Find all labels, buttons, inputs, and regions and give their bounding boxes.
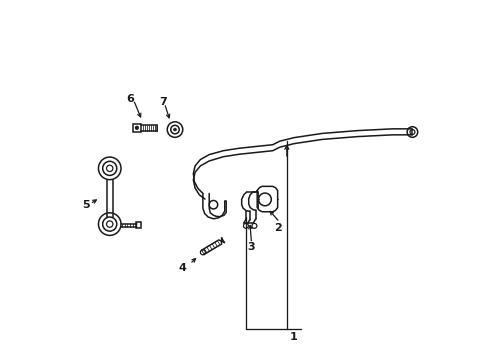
- Text: 2: 2: [274, 222, 281, 233]
- Circle shape: [135, 126, 139, 130]
- Text: 5: 5: [82, 200, 89, 210]
- Text: 4: 4: [179, 263, 186, 273]
- Text: 1: 1: [289, 332, 297, 342]
- Text: 7: 7: [159, 98, 167, 107]
- Text: 3: 3: [247, 242, 255, 252]
- Text: 6: 6: [125, 94, 134, 104]
- Circle shape: [173, 128, 176, 131]
